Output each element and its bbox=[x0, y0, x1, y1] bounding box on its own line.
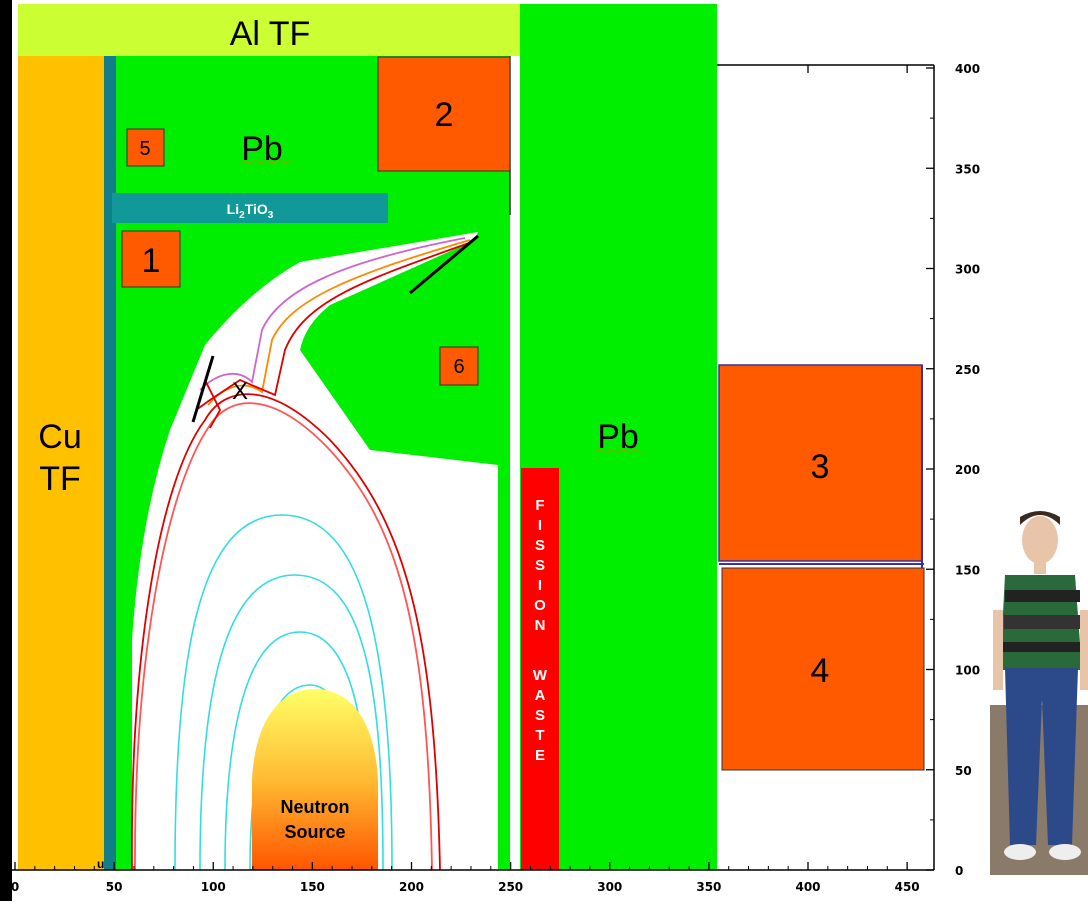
shirt-stripe-2 bbox=[1004, 615, 1081, 629]
y-tick-label: 350 bbox=[955, 162, 980, 176]
x-axis-ticks: 0 50 100 150 200 250 300 350 400 450 bbox=[11, 862, 920, 894]
y-tick-label: 200 bbox=[955, 463, 980, 477]
coil-1 bbox=[121, 230, 181, 288]
person-neck bbox=[1034, 560, 1046, 574]
x-tick-label: 150 bbox=[300, 880, 325, 894]
y-tick-label: 250 bbox=[955, 363, 980, 377]
person-arm-right bbox=[1080, 610, 1088, 690]
fission-waste-letter: O bbox=[534, 597, 546, 614]
neutron-source-label-line1: Neutron bbox=[281, 797, 350, 817]
x-point-label: X bbox=[232, 378, 248, 405]
separatrix-lines bbox=[131, 237, 473, 871]
fission-waste-letter: I bbox=[538, 517, 542, 534]
coil-4-label: 4 bbox=[811, 652, 830, 690]
fission-waste-letter: N bbox=[535, 617, 546, 634]
person-arm-left bbox=[993, 610, 1003, 690]
li2tio3-blanket bbox=[112, 193, 388, 223]
person-hair bbox=[1020, 511, 1060, 525]
coil-4 bbox=[721, 567, 925, 771]
shirt-stripe-1 bbox=[1005, 590, 1080, 602]
y-axis-ticks: 0 50 100 150 200 250 300 350 400 bbox=[807, 62, 980, 878]
fission-waste-letter: E bbox=[535, 747, 545, 764]
coil-6-label: 6 bbox=[453, 356, 464, 378]
x-tick-label: 400 bbox=[795, 880, 820, 894]
axis-u-mark: u bbox=[97, 857, 104, 871]
fission-waste-letter: W bbox=[533, 667, 548, 684]
y-tick-label: 150 bbox=[955, 563, 980, 577]
y-tick-label: 0 bbox=[955, 864, 963, 878]
coil-5 bbox=[126, 128, 165, 167]
li2tio3-mid: TiO bbox=[245, 201, 268, 217]
inner-divertor-plate bbox=[191, 355, 215, 423]
x-tick-label: 350 bbox=[696, 880, 721, 894]
fission-waste-letter: S bbox=[535, 707, 545, 724]
person-photo bbox=[990, 511, 1088, 875]
pb-right-underline bbox=[595, 449, 645, 453]
coil-5-label: 5 bbox=[139, 138, 150, 160]
li2tio3-label: Li2TiO3 bbox=[227, 201, 274, 221]
y-tick-label: 100 bbox=[955, 664, 980, 678]
x-tick-label: 0 bbox=[11, 880, 19, 894]
y-tick-label: 300 bbox=[955, 263, 980, 277]
coil-3-label: 3 bbox=[811, 448, 830, 486]
cu-tf-label-line2: TF bbox=[39, 460, 81, 498]
inner-wall bbox=[104, 56, 116, 870]
person-shoe-right bbox=[1049, 844, 1081, 860]
x-tick-label: 100 bbox=[201, 880, 226, 894]
coil-3 bbox=[718, 364, 923, 562]
person-jeans bbox=[1005, 668, 1078, 845]
fission-waste-letter: T bbox=[535, 727, 544, 744]
neutron-source bbox=[252, 689, 378, 870]
left-border bbox=[0, 0, 12, 901]
cu-tf-label-line1: Cu bbox=[38, 418, 81, 456]
pb-right-label: Pb bbox=[597, 418, 639, 456]
fission-waste-region bbox=[521, 468, 559, 870]
y-tick-label: 50 bbox=[955, 764, 972, 778]
fission-waste-letter: S bbox=[535, 557, 545, 574]
neutron-source-label-line2: Source bbox=[284, 822, 345, 842]
outer-divertor-plate bbox=[409, 234, 479, 295]
person-head bbox=[1022, 516, 1058, 564]
x-tick-label: 300 bbox=[597, 880, 622, 894]
li2tio3-sub2: 3 bbox=[268, 210, 274, 221]
pb-upper-underline bbox=[239, 160, 295, 164]
fission-waste-letter: I bbox=[538, 577, 542, 594]
fission-waste-letter: S bbox=[535, 537, 545, 554]
al-tf-region bbox=[18, 4, 520, 56]
x-tick-label: 250 bbox=[498, 880, 523, 894]
li2tio3-sub1: 2 bbox=[239, 210, 245, 221]
fission-waste-letter: A bbox=[535, 687, 546, 704]
li2tio3-base: Li bbox=[227, 201, 239, 217]
person-shoe-left bbox=[1004, 844, 1036, 860]
coil-2 bbox=[377, 56, 511, 172]
x-tick-label: 200 bbox=[399, 880, 424, 894]
cu-tf-region bbox=[18, 56, 104, 870]
flux-surfaces bbox=[174, 514, 393, 871]
shirt-stripe-3 bbox=[1003, 642, 1082, 652]
al-tf-label: Al TF bbox=[230, 15, 311, 53]
coil-1-label: 1 bbox=[142, 242, 161, 280]
y-tick-label: 400 bbox=[955, 62, 980, 76]
fission-waste-letter: F bbox=[535, 497, 544, 514]
x-tick-label: 450 bbox=[895, 880, 920, 894]
coil-6 bbox=[439, 346, 479, 386]
coil-2-label: 2 bbox=[435, 96, 454, 134]
x-tick-label: 50 bbox=[106, 880, 123, 894]
